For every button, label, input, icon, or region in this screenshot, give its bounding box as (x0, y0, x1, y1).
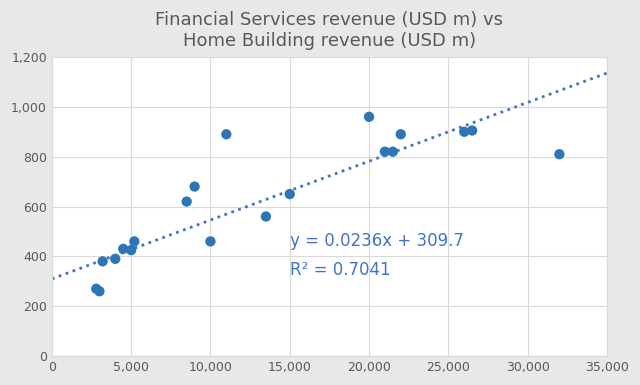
Point (554, 151, 564, 157)
Point (182, 198, 192, 204)
Point (94, 288, 104, 294)
Point (91, 286, 101, 292)
Point (189, 184, 200, 190)
Point (221, 131, 232, 137)
Point (380, 149, 390, 155)
Point (459, 129, 469, 135)
Point (129, 238, 140, 244)
Point (126, 247, 136, 253)
Point (97, 258, 108, 264)
Point (110, 256, 120, 262)
Point (261, 213, 271, 219)
Point (118, 246, 129, 252)
Title: Financial Services revenue (USD m) vs
Home Building revenue (USD m): Financial Services revenue (USD m) vs Ho… (156, 11, 504, 50)
Point (388, 149, 398, 155)
Point (205, 238, 216, 244)
Point (396, 131, 406, 137)
Point (364, 114, 374, 120)
Point (285, 191, 295, 197)
Text: y = 0.0236x + 309.7
R² = 0.7041: y = 0.0236x + 309.7 R² = 0.7041 (290, 232, 463, 279)
Point (467, 127, 477, 134)
